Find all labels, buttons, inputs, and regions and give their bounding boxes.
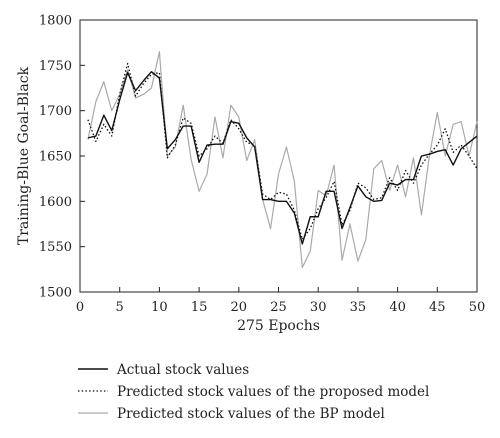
legend-label-2: Predicted stock values of the BP model [117,406,385,422]
series-line-0 [87,70,478,245]
legend-label-0: Actual stock values [116,362,249,378]
y-tick-label: 1600 [39,195,72,210]
y-axis-title: Training-Blue Goal-Black [16,66,32,245]
x-tick-label: 20 [231,300,248,315]
x-tick-label: 25 [270,300,287,315]
x-axis-ticks: 0 5 10 15 20 25 30 35 40 45 50 [76,287,485,315]
x-tick-label: 35 [350,300,367,315]
y-tick-label: 1700 [39,104,72,119]
x-tick-label: 5 [116,300,124,315]
y-axis-ticks: 1500 1550 1600 1650 1700 1750 1800 [39,14,85,301]
x-tick-label: 50 [469,300,486,315]
y-tick-label: 1650 [39,150,72,165]
legend-label-1: Predicted stock values of the proposed m… [117,384,429,400]
x-tick-label: 15 [191,300,208,315]
x-tick-label: 30 [310,300,327,315]
x-tick-label: 10 [151,300,168,315]
x-tick-label: 45 [429,300,446,315]
x-tick-label: 0 [76,300,84,315]
series-line-2 [87,51,478,269]
y-tick-label: 1500 [39,286,72,301]
x-tick-label: 40 [389,300,406,315]
plot-axes [79,19,478,293]
y-tick-label: 1750 [39,59,72,74]
series-lines [87,51,478,269]
series-line-1 [87,62,478,241]
plot-frame [79,19,478,293]
y-tick-label: 1800 [39,14,72,29]
legend: Actual stock values Predicted stock value… [78,362,429,422]
y-tick-label: 1550 [39,240,72,255]
x-axis-title: 275 Epochs [237,318,320,334]
